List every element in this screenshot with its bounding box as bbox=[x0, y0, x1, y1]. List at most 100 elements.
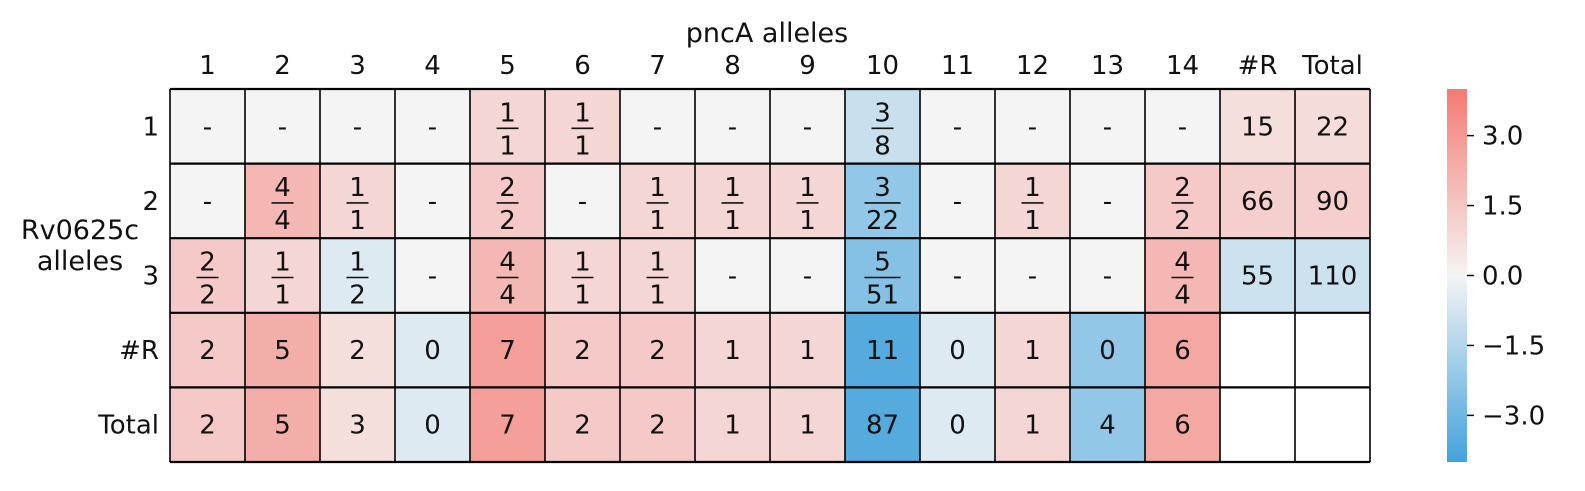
colorbar-tick-label: 1.5 bbox=[1482, 192, 1523, 222]
cell-numerator: 4 bbox=[1174, 248, 1191, 278]
column-label: 7 bbox=[649, 51, 666, 81]
cell-value: 0 bbox=[424, 336, 441, 366]
cell-value: - bbox=[1103, 187, 1112, 217]
heatmap-cell bbox=[395, 387, 470, 462]
cell-value: - bbox=[728, 112, 737, 142]
heatmap-cell bbox=[620, 238, 695, 313]
cell-value: 6 bbox=[1174, 411, 1191, 441]
cell-value: 7 bbox=[499, 411, 516, 441]
cell-value: 22 bbox=[1316, 112, 1349, 142]
cell-numerator: 3 bbox=[874, 173, 891, 203]
heatmap-cell bbox=[545, 387, 620, 462]
cell-value: - bbox=[428, 262, 437, 292]
cell-numerator: 3 bbox=[874, 98, 891, 128]
heatmap-cell bbox=[245, 387, 320, 462]
heatmap-cell bbox=[1220, 238, 1295, 313]
cell-value: 1 bbox=[724, 411, 741, 441]
cell-value: 0 bbox=[424, 411, 441, 441]
heatmap-cell bbox=[995, 387, 1070, 462]
heatmap-cell bbox=[170, 312, 245, 388]
cell-value: - bbox=[578, 187, 587, 217]
heatmap-cell bbox=[1070, 238, 1145, 313]
cell-denominator: 1 bbox=[649, 281, 666, 311]
heatmap-cell bbox=[620, 387, 695, 462]
row-label: 1 bbox=[142, 112, 159, 142]
row-label: 3 bbox=[142, 262, 159, 292]
heatmap-cell bbox=[845, 89, 920, 164]
heatmap-cell bbox=[470, 387, 545, 462]
heatmap-cell bbox=[695, 163, 770, 239]
heatmap-cell bbox=[470, 89, 545, 164]
column-label: #R bbox=[1238, 51, 1278, 81]
heatmap-cell bbox=[1145, 312, 1220, 388]
cell-denominator: 2 bbox=[1174, 206, 1191, 236]
heatmap-cell bbox=[320, 163, 395, 239]
column-label: 9 bbox=[799, 51, 816, 81]
cell-numerator: 2 bbox=[199, 248, 216, 278]
heatmap-cell bbox=[470, 312, 545, 388]
heatmap-cell bbox=[545, 89, 620, 164]
heatmap-cell bbox=[920, 163, 995, 239]
cell-denominator: 22 bbox=[866, 206, 899, 236]
heatmap-cell bbox=[1220, 312, 1295, 388]
heatmap-cell bbox=[695, 387, 770, 462]
colorbar: 3.0 1.5 0.0 −1.5 −3.0 bbox=[1447, 89, 1545, 462]
heatmap-cell bbox=[395, 163, 470, 239]
heatmap-cell bbox=[545, 312, 620, 388]
cell-value: - bbox=[803, 262, 812, 292]
heatmap-cell bbox=[1070, 387, 1145, 462]
heatmap-cell bbox=[770, 163, 845, 239]
heatmap-cell bbox=[245, 89, 320, 164]
cell-value: 2 bbox=[199, 336, 216, 366]
cell-value: - bbox=[953, 187, 962, 217]
row-label: #R bbox=[119, 336, 159, 366]
cell-numerator: 2 bbox=[1174, 173, 1191, 203]
cell-value: 7 bbox=[499, 336, 516, 366]
heatmap-cell bbox=[1295, 89, 1370, 164]
cell-value: 1 bbox=[1024, 411, 1041, 441]
cell-value: 11 bbox=[866, 336, 899, 366]
heatmap-cell bbox=[1070, 163, 1145, 239]
cell-value: - bbox=[1028, 112, 1037, 142]
cell-denominator: 1 bbox=[274, 281, 291, 311]
column-label: 11 bbox=[941, 51, 974, 81]
heatmap-cell bbox=[995, 163, 1070, 239]
cell-value: - bbox=[1103, 262, 1112, 292]
column-label: 5 bbox=[499, 51, 516, 81]
heatmap-cell bbox=[1220, 89, 1295, 164]
cell-value: 1 bbox=[724, 336, 741, 366]
heatmap-cell bbox=[395, 312, 470, 388]
heatmap-cell bbox=[695, 238, 770, 313]
heatmap-cell bbox=[920, 238, 995, 313]
heatmap-cell bbox=[395, 238, 470, 313]
cell-value: - bbox=[728, 262, 737, 292]
cell-denominator: 1 bbox=[724, 206, 741, 236]
cell-numerator: 1 bbox=[574, 98, 591, 128]
row-labels: 1 2 3 #R Total bbox=[97, 112, 159, 440]
cell-value: - bbox=[353, 112, 362, 142]
y-axis-label-line-1: Rv0625c bbox=[21, 215, 139, 246]
column-label: 14 bbox=[1166, 51, 1199, 81]
cell-numerator: 5 bbox=[874, 248, 891, 278]
heatmap-cell bbox=[920, 312, 995, 388]
heatmap-cell bbox=[1220, 163, 1295, 239]
cell-numerator: 1 bbox=[349, 248, 366, 278]
column-labels: 1 2 3 4 5 6 7 8 9 10 11 12 13 14 #R Total bbox=[199, 51, 1363, 81]
colorbar-gradient bbox=[1447, 89, 1467, 462]
column-label: 6 bbox=[574, 51, 591, 81]
cell-denominator: 51 bbox=[866, 281, 899, 311]
heatmap-cell bbox=[320, 89, 395, 164]
y-axis-label-line-2: alleles bbox=[37, 246, 123, 277]
heatmap-cell bbox=[245, 238, 320, 313]
chart-title: pncA alleles bbox=[686, 18, 849, 49]
heatmap-cell bbox=[1295, 163, 1370, 239]
heatmap-cell bbox=[695, 312, 770, 388]
column-label: 3 bbox=[349, 51, 366, 81]
heatmap-cell bbox=[620, 312, 695, 388]
cell-numerator: 4 bbox=[499, 248, 516, 278]
cell-denominator: 4 bbox=[499, 281, 516, 311]
cell-value: 4 bbox=[1099, 411, 1116, 441]
heatmap-cell bbox=[770, 238, 845, 313]
heatmap-cell bbox=[545, 163, 620, 239]
heatmap-cell bbox=[170, 89, 245, 164]
